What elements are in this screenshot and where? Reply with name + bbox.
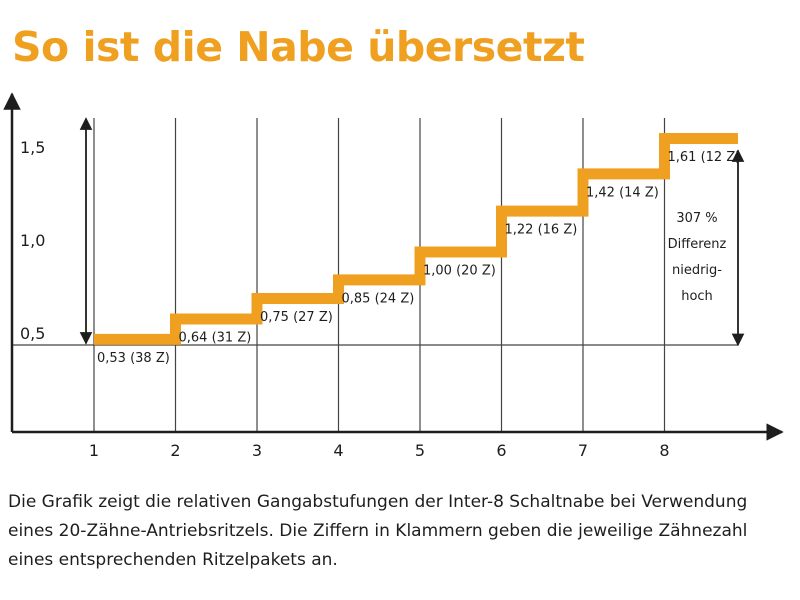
x-tick-label: 3 [252,441,262,460]
x-tick-label: 4 [333,441,343,460]
axes: 0,5 1,0 1,5 1 2 3 4 5 6 7 8 [3,92,784,460]
difference-annotation-line: niedrig- [672,263,722,278]
x-tick-label: 7 [578,441,588,460]
data-label-gear-1: 0,53 (38 Z) [97,351,170,366]
y-tick-label: 1,0 [20,231,45,250]
x-tick-label: 8 [659,441,669,460]
data-label-gear-5: 1,00 (20 Z) [423,264,496,279]
data-label-gear-8: 1,61 (12 Z) [668,150,741,165]
data-labels: 0,53 (38 Z) 0,64 (31 Z) 0,75 (27 Z) 0,85 (2… [97,150,740,366]
data-label-gear-6: 1,22 (16 Z) [505,223,578,238]
data-label-gear-2: 0,64 (31 Z) [179,330,252,345]
y-tick-label: 0,5 [20,324,45,343]
chart-title: So ist die Nabe übersetzt [12,23,585,71]
series-gear-ratio [94,133,738,345]
step-line [94,133,738,345]
x-tick-label: 1 [89,441,99,460]
data-label-gear-4: 0,85 (24 Z) [342,291,415,306]
difference-annotation-line: 307 % [676,211,717,226]
annotations: 307 % Differenz niedrig-hoch [79,117,745,347]
x-tick-label: 2 [170,441,180,460]
data-label-gear-7: 1,42 (14 Z) [586,185,659,200]
x-tick-label: 6 [496,441,506,460]
difference-annotation-line: Differenz [668,237,727,252]
x-tick-label: 5 [415,441,425,460]
y-tick-label: 1,5 [20,138,45,157]
chart: 0,5 1,0 1,5 1 2 3 4 5 6 7 8 0,53 (38 Z) 0,64 (31 Z)… [3,92,784,460]
caption: Die Grafik zeigt die relativen Gangabstu… [8,492,748,570]
data-label-gear-3: 0,75 (27 Z) [260,310,333,325]
difference-annotation-line: hoch [681,289,713,304]
